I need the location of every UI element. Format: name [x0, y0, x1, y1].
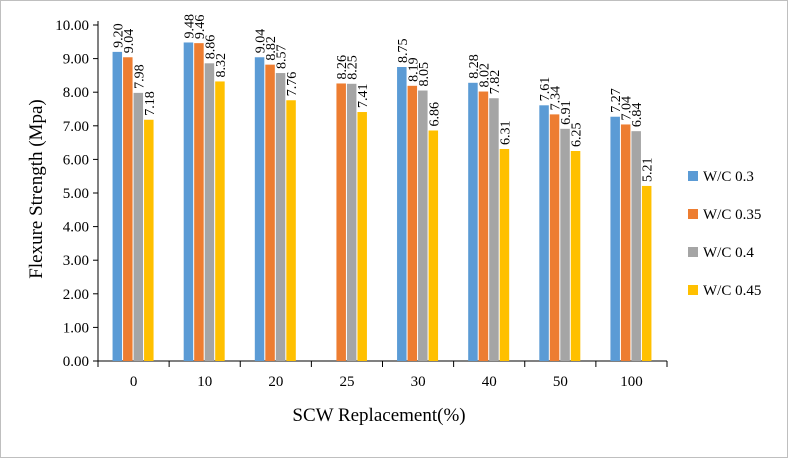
data-label: 8.02 [477, 63, 492, 88]
bar [610, 116, 620, 361]
legend-swatch [688, 285, 698, 295]
data-label: 6.25 [570, 123, 585, 148]
data-label: 7.34 [549, 86, 564, 111]
bar [144, 119, 154, 361]
bar [194, 43, 204, 361]
data-label: 8.28 [467, 54, 482, 79]
bar [254, 57, 265, 361]
data-label: 7.76 [285, 72, 300, 97]
data-label: 6.84 [630, 103, 645, 128]
x-tick-label: 50 [553, 374, 568, 390]
data-label: 9.04 [254, 29, 269, 54]
bar [620, 124, 631, 362]
data-label: 8.57 [275, 45, 290, 70]
data-label: 7.18 [143, 91, 158, 116]
data-label: 9.46 [193, 15, 208, 40]
bar [397, 67, 407, 361]
data-label: 9.48 [182, 14, 197, 39]
bar [183, 42, 194, 362]
bar [428, 130, 439, 361]
bar [133, 92, 144, 361]
bar [346, 83, 357, 362]
y-tick-label: 6.00 [63, 152, 89, 168]
y-tick-label: 2.00 [63, 287, 89, 303]
data-label: 7.27 [609, 88, 624, 113]
legend-label: W/C 0.45 [703, 283, 761, 299]
y-tick-label: 3.00 [63, 253, 89, 269]
bar [499, 148, 510, 361]
y-tick-label: 4.00 [63, 220, 89, 236]
x-tick-label: 30 [411, 374, 426, 390]
bar [418, 90, 428, 362]
bar [112, 51, 123, 361]
bar [336, 83, 346, 362]
y-axis-title: Flexure Strength (Mpa) [26, 99, 47, 278]
data-label: 8.86 [203, 35, 218, 60]
data-label: 7.98 [132, 64, 147, 89]
bar [275, 73, 286, 361]
y-tick-label: 7.00 [63, 119, 89, 135]
legend-label: W/C 0.4 [703, 245, 754, 261]
bar [286, 100, 296, 361]
x-tick-label: 0 [130, 374, 138, 390]
bar [215, 81, 225, 361]
x-tick-label: 100 [620, 374, 643, 390]
legend-swatch [688, 247, 698, 257]
x-tick-label: 20 [268, 374, 283, 390]
bar [265, 64, 275, 361]
data-label: 8.05 [417, 62, 432, 87]
data-label: 8.75 [396, 39, 411, 64]
data-label: 8.32 [214, 53, 229, 78]
bar [641, 185, 652, 361]
data-label: 8.25 [346, 55, 361, 80]
legend-swatch [688, 209, 698, 219]
bar [407, 85, 418, 361]
legend: W/C 0.3 W/C 0.35 W/C 0.4 W/C 0.45 [688, 169, 761, 299]
bar [468, 82, 478, 362]
y-tick-label: 8.00 [63, 85, 89, 101]
data-label: 7.61 [538, 77, 553, 102]
data-label: 9.04 [122, 29, 137, 54]
data-label: 6.31 [498, 120, 513, 145]
bar [549, 114, 560, 361]
legend-label: W/C 0.35 [703, 207, 761, 223]
bar [631, 131, 641, 361]
x-tick-label: 25 [339, 374, 354, 390]
x-axis-title: SCW Replacement(%) [292, 405, 465, 426]
bar [123, 57, 133, 361]
y-tick-label: 0.00 [63, 354, 89, 370]
bar [357, 112, 367, 361]
data-label: 8.26 [335, 55, 350, 80]
bar [539, 105, 549, 361]
x-tick-label: 10 [197, 374, 212, 390]
y-tick-label: 9.00 [63, 52, 89, 68]
data-label: 6.91 [559, 100, 574, 125]
data-label: 7.04 [620, 96, 635, 121]
data-label: 5.21 [641, 157, 656, 182]
legend-label: W/C 0.3 [703, 169, 754, 185]
y-tick-label: 1.00 [63, 320, 89, 336]
data-label: 7.41 [356, 84, 371, 109]
legend-swatch [688, 171, 698, 181]
bar [560, 128, 570, 361]
data-label: 8.19 [406, 57, 421, 82]
data-label: 7.82 [488, 70, 503, 95]
data-label: 6.86 [427, 102, 442, 127]
bar [570, 151, 581, 361]
y-tick-label: 5.00 [63, 186, 89, 202]
bar [478, 91, 489, 361]
bar [489, 98, 499, 362]
x-tick-label: 40 [482, 374, 497, 390]
y-tick-label: 10.00 [55, 18, 89, 34]
data-label: 9.20 [111, 23, 126, 48]
data-label: 8.82 [264, 36, 279, 61]
bar [204, 63, 215, 361]
